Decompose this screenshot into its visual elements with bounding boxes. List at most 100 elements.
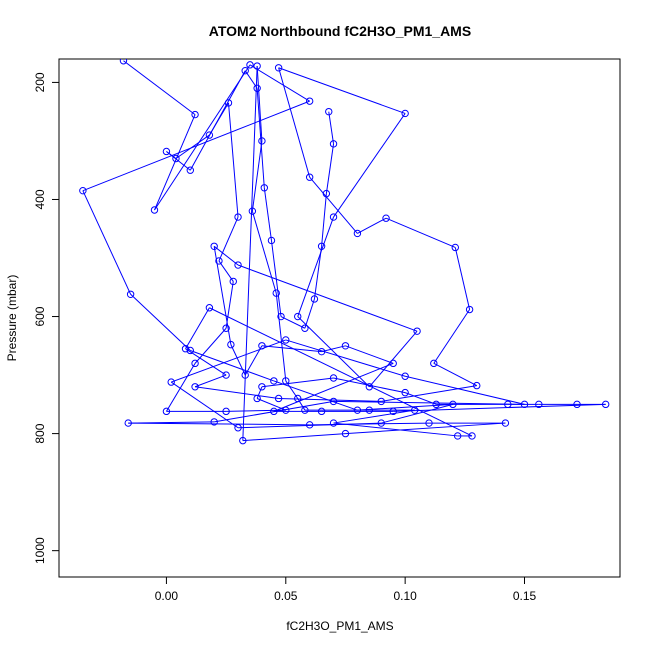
data-point — [410, 406, 419, 414]
series-segment — [297, 216, 335, 317]
series-segment — [170, 381, 239, 429]
data-point — [253, 62, 261, 70]
series-lines — [82, 60, 606, 442]
series-segment — [278, 397, 382, 402]
data-point — [325, 107, 333, 116]
data-point — [234, 261, 242, 269]
y-tick-label: 600 — [33, 306, 47, 326]
series-segment — [185, 348, 227, 376]
data-point — [124, 419, 132, 427]
data-point — [465, 305, 474, 314]
data-point — [282, 406, 290, 414]
series-segment — [256, 65, 263, 141]
y-tick-label: 800 — [33, 423, 47, 443]
series-segment — [209, 307, 473, 437]
series-segment — [242, 433, 346, 442]
data-point — [401, 388, 409, 397]
data-point — [215, 257, 223, 265]
series-segment — [251, 211, 277, 294]
series-segment — [213, 246, 232, 345]
series-segment — [333, 422, 458, 437]
series-segment — [218, 216, 239, 262]
data-point — [222, 324, 230, 332]
series-segment — [256, 398, 286, 411]
series-segment — [309, 176, 358, 234]
data-point — [301, 406, 309, 414]
series-segment — [123, 60, 196, 116]
series-segment — [333, 113, 406, 218]
data-point — [317, 242, 326, 250]
data-point — [126, 290, 135, 298]
series-segment — [270, 240, 282, 317]
series-points — [79, 59, 610, 445]
series-segment — [165, 363, 196, 412]
data-point — [341, 429, 350, 438]
series-segment — [171, 339, 286, 383]
data-point — [270, 377, 278, 385]
data-point — [353, 229, 362, 238]
series-segment — [368, 330, 418, 388]
data-point — [191, 110, 199, 119]
series-segment — [454, 247, 471, 310]
series-segment — [195, 386, 279, 399]
series-segment — [304, 298, 315, 329]
data-point — [191, 359, 199, 368]
data-point — [473, 381, 481, 390]
data-point — [205, 131, 214, 139]
series-segment — [263, 187, 272, 241]
data-point — [270, 407, 278, 416]
series-segment — [357, 403, 453, 411]
series-segment — [433, 309, 471, 364]
series-segment — [82, 190, 132, 295]
data-point — [274, 394, 283, 403]
series-segment — [280, 316, 306, 329]
data-point — [282, 377, 290, 385]
series-segment — [225, 281, 234, 329]
data-point — [186, 166, 194, 174]
series-segment — [130, 293, 191, 351]
data-point — [272, 289, 280, 297]
data-point — [258, 342, 266, 350]
series-segment — [226, 409, 286, 412]
data-point — [329, 374, 338, 382]
data-point — [234, 213, 242, 221]
data-point — [241, 371, 249, 379]
series-segment — [154, 64, 251, 211]
data-point — [377, 419, 385, 427]
series-segment — [256, 386, 263, 399]
series-segment — [313, 246, 323, 300]
data-point — [341, 342, 350, 350]
data-point — [365, 383, 374, 391]
data-point — [229, 277, 237, 286]
series-segment — [261, 345, 322, 353]
series-segment — [333, 409, 415, 424]
data-point — [573, 400, 581, 409]
data-point — [258, 383, 266, 391]
data-point — [305, 421, 314, 429]
data-point — [172, 154, 180, 163]
series-segment — [381, 385, 477, 402]
data-point — [365, 406, 374, 414]
data-point — [329, 213, 338, 221]
series-segment — [190, 350, 275, 382]
data-point — [248, 207, 257, 215]
data-point — [329, 419, 338, 427]
data-point — [317, 407, 326, 416]
data-point — [282, 336, 290, 344]
series-segment — [321, 345, 346, 353]
series-segment — [251, 140, 263, 212]
y-axis: 200 400 600 800 1000 — [33, 72, 60, 564]
data-point — [210, 242, 218, 250]
series-segment — [227, 102, 239, 218]
data-point — [227, 340, 235, 349]
series-segment — [297, 398, 306, 411]
data-point — [468, 432, 476, 440]
data-point — [277, 312, 285, 321]
data-point — [430, 359, 438, 368]
data-point — [253, 84, 261, 92]
data-point — [451, 243, 459, 252]
chart-title: ATOM2 Northbound fC2H3O_PM1_AMS — [209, 23, 471, 39]
series-segment — [404, 392, 437, 405]
data-point — [222, 371, 230, 379]
